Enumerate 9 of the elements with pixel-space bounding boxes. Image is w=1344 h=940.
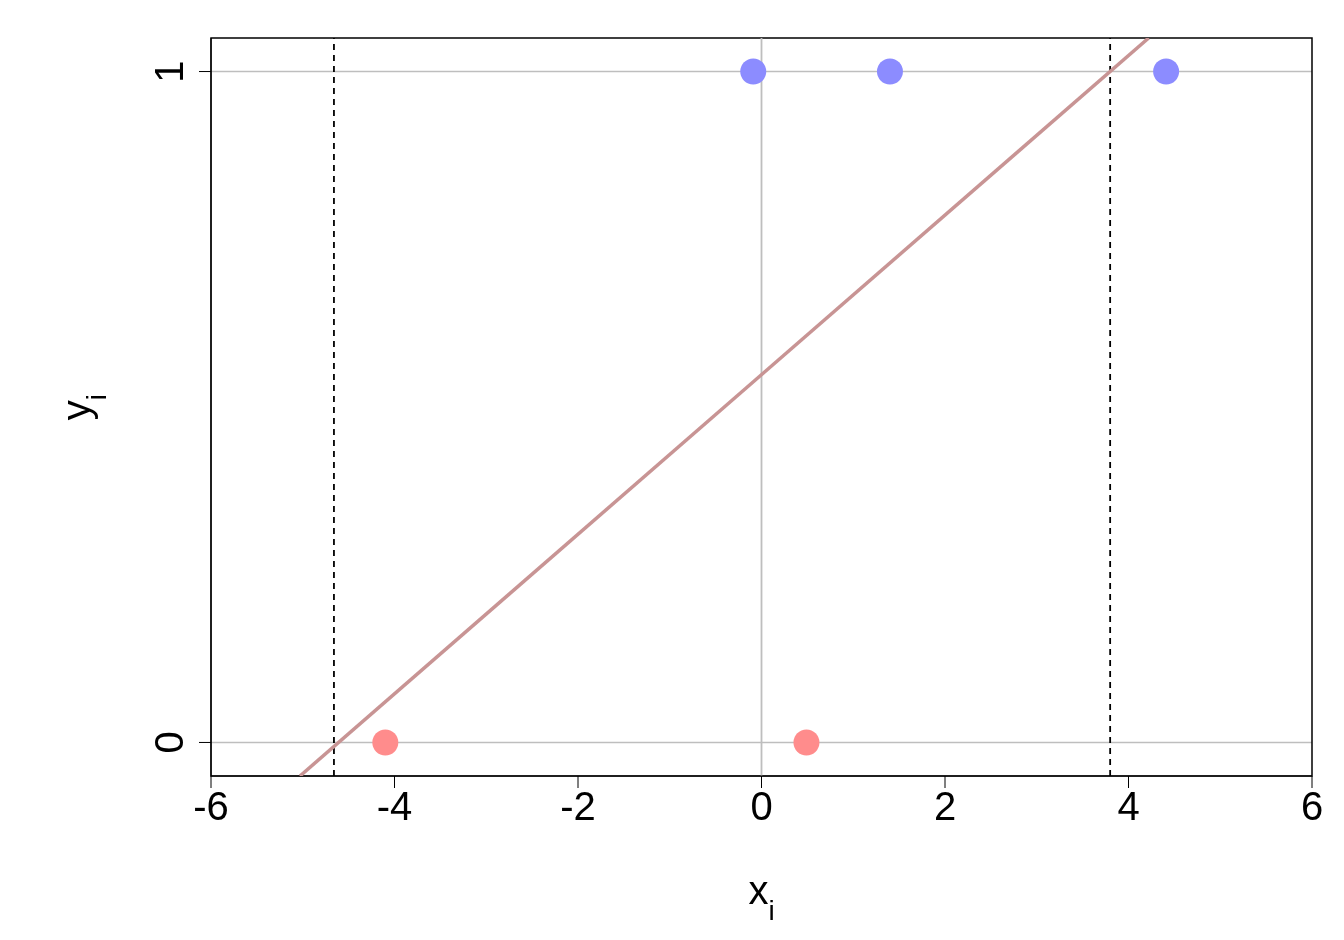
x-tick-label: -4 bbox=[376, 784, 413, 829]
x-axis-title: x$_{i}$ bbox=[748, 868, 775, 926]
x-tick-label: -6 bbox=[193, 784, 229, 829]
x-tick-label: 2 bbox=[933, 784, 957, 829]
x-tick-label: 6 bbox=[1300, 784, 1324, 829]
x-tick-label: 0 bbox=[750, 784, 773, 829]
y-tick-label: 1 bbox=[147, 60, 191, 83]
x-tick-label: 4 bbox=[1117, 784, 1140, 829]
x-tick-label: -2 bbox=[560, 784, 596, 829]
